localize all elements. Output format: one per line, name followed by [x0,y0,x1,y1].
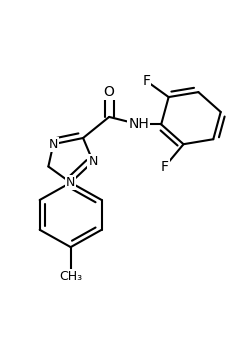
Text: F: F [142,74,150,88]
Text: N: N [66,176,75,189]
Text: N: N [49,138,58,151]
Text: F: F [161,160,169,173]
Text: CH₃: CH₃ [59,270,82,283]
Text: O: O [104,85,115,99]
Text: N: N [88,155,98,168]
Text: NH: NH [128,117,149,131]
Text: N: N [66,176,75,189]
